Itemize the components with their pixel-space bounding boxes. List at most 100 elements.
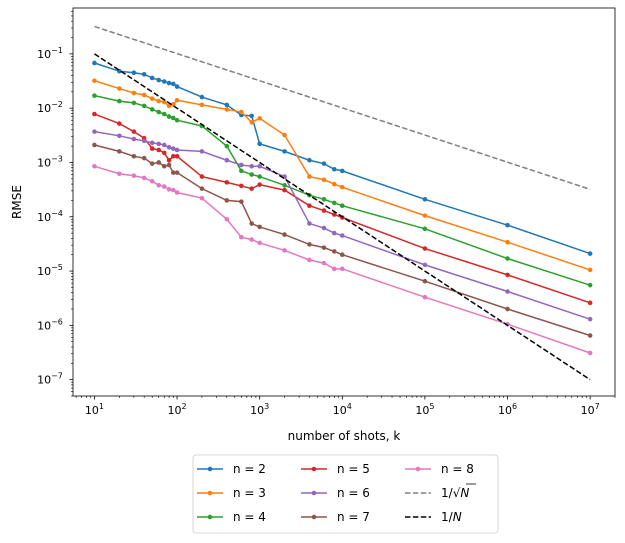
data-point <box>149 140 155 146</box>
data-point <box>339 266 345 272</box>
data-point <box>174 147 180 153</box>
data-point <box>587 350 593 356</box>
legend-label: n = 7 <box>337 510 370 524</box>
data-point <box>505 256 510 261</box>
data-point <box>92 142 97 148</box>
data-point <box>141 72 147 77</box>
series-line <box>94 53 591 381</box>
data-point <box>587 267 593 273</box>
x-tick-label: 106 <box>498 402 517 417</box>
data-point <box>587 316 593 322</box>
data-point <box>282 248 287 253</box>
plot-area <box>72 7 616 397</box>
data-point <box>149 161 155 166</box>
data-point <box>170 115 176 121</box>
data-point <box>339 184 345 190</box>
y-axis-label: RMSE <box>10 185 24 219</box>
data-point <box>117 171 122 177</box>
data-point <box>156 160 162 165</box>
data-point <box>199 195 205 201</box>
y-tick-label: 10−1 <box>37 46 63 61</box>
data-point <box>249 113 254 119</box>
legend-entry: n = 2 <box>197 462 266 476</box>
data-point <box>166 80 172 86</box>
y-tick-label: 10−7 <box>37 372 63 387</box>
data-point <box>156 98 162 104</box>
series-line <box>94 80 591 271</box>
data-point <box>166 187 172 192</box>
data-point <box>321 245 327 250</box>
data-point <box>239 199 244 204</box>
y-tick-label: 10−5 <box>37 263 63 278</box>
data-point <box>257 164 262 169</box>
data-point <box>307 157 312 163</box>
data-point <box>321 196 327 202</box>
data-point <box>199 186 205 191</box>
data-point <box>131 129 137 134</box>
data-point <box>282 132 287 138</box>
series-9 <box>94 53 591 381</box>
data-point <box>331 181 337 187</box>
legend-entry: n = 5 <box>301 462 370 476</box>
data-point <box>331 230 337 236</box>
data-point <box>239 162 244 168</box>
series-line <box>94 25 591 191</box>
data-point <box>331 212 337 217</box>
series-line <box>94 113 591 304</box>
data-point <box>141 175 147 181</box>
data-point <box>174 190 180 195</box>
data-point <box>166 103 172 109</box>
data-point <box>174 84 180 89</box>
series-7 <box>92 164 593 356</box>
legend-marker <box>207 490 213 496</box>
data-point <box>257 141 262 147</box>
data-point <box>161 79 167 84</box>
data-point <box>156 147 162 153</box>
data-point <box>422 262 428 268</box>
data-point <box>249 221 254 226</box>
legend-entry: n = 3 <box>197 486 266 500</box>
data-point <box>505 306 510 312</box>
legend-entry: n = 7 <box>301 510 370 524</box>
data-point <box>339 252 345 258</box>
data-point <box>307 203 312 208</box>
data-point <box>331 200 337 206</box>
x-tick-label: 103 <box>250 402 269 417</box>
legend-label: n = 8 <box>441 462 474 476</box>
x-axis: 101 102 103 104 105 106 107 <box>75 396 616 417</box>
y-tick-label: 10−2 <box>37 100 63 115</box>
data-point <box>92 164 97 169</box>
series-5 <box>92 129 593 322</box>
data-point <box>131 100 137 106</box>
x-tick-label: 107 <box>581 402 600 417</box>
data-point <box>170 187 176 193</box>
y-tick-label: 10−4 <box>37 209 63 224</box>
data-point <box>224 107 230 112</box>
data-point <box>117 86 122 91</box>
data-point <box>587 333 593 338</box>
legend-entry: n = 6 <box>301 486 370 500</box>
data-point <box>239 234 244 240</box>
data-point <box>117 98 122 104</box>
legend-marker <box>311 514 317 520</box>
axes-frame <box>72 7 616 397</box>
data-point <box>117 133 122 139</box>
legend-entry: n = 8 <box>405 462 474 476</box>
data-point <box>224 180 230 185</box>
data-point <box>92 60 97 66</box>
data-point <box>141 103 147 109</box>
data-point <box>422 278 428 284</box>
legend-entry: 1/N <box>405 510 462 524</box>
data-point <box>117 121 122 126</box>
x-axis-label: number of shots, k <box>288 429 401 443</box>
data-point <box>149 179 155 184</box>
data-point <box>505 272 510 278</box>
data-point <box>174 117 180 123</box>
y-tick-label: 10−6 <box>37 317 63 332</box>
series-1 <box>92 60 593 256</box>
data-point <box>422 294 428 300</box>
data-point <box>161 111 167 117</box>
data-point <box>422 246 428 251</box>
data-point <box>166 145 172 150</box>
data-point <box>156 141 162 147</box>
